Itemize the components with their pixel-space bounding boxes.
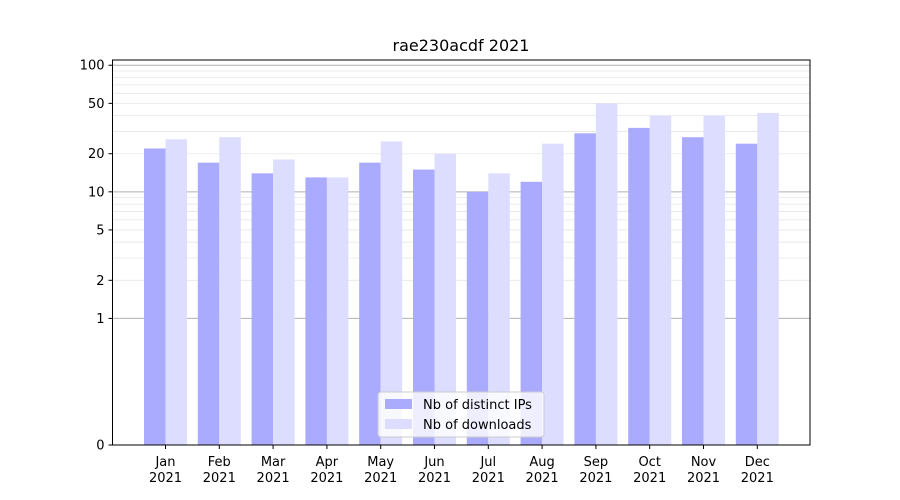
- bar-distinct-ips: [359, 162, 381, 445]
- bar-downloads: [219, 137, 241, 446]
- x-tick-label: Nov 2021: [687, 455, 720, 486]
- chart-title: rae230acdf 2021: [393, 36, 530, 55]
- x-tick-label: Jan 2021: [149, 455, 182, 486]
- bar-downloads: [757, 112, 779, 446]
- bar-distinct-ips: [466, 191, 489, 445]
- legend-swatch: [385, 399, 412, 409]
- y-axis: 0 1 2 5 10 20 50 100: [80, 59, 113, 454]
- bar-distinct-ips: [682, 137, 704, 446]
- x-tick-label: Aug 2021: [526, 455, 559, 486]
- x-tick-label: Mar 2021: [257, 455, 290, 486]
- bar-distinct-ips: [413, 169, 435, 445]
- y-tick-label: 0: [96, 439, 104, 454]
- x-tick-label: May 2021: [364, 455, 397, 486]
- bar-distinct-ips: [574, 133, 596, 445]
- x-tick-label: Dec 2021: [741, 455, 774, 486]
- bar-distinct-ips: [144, 148, 166, 445]
- x-tick-label: Jul 2021: [472, 455, 505, 486]
- x-tick-label: Feb 2021: [203, 455, 236, 486]
- bar-downloads: [434, 153, 456, 446]
- bar-distinct-ips: [251, 173, 274, 445]
- x-tick-label: Jun 2021: [418, 455, 451, 486]
- y-tick-label: 100: [80, 59, 105, 74]
- y-tick-label: 10: [88, 185, 105, 200]
- legend-label: Nb of downloads: [423, 418, 532, 433]
- x-axis: Jan 2021 Feb 2021 Mar 2021 Apr 2021 May 2021 Jun 20…: [149, 445, 774, 486]
- bar-downloads: [488, 173, 510, 445]
- bar-downloads: [595, 103, 618, 445]
- bar-downloads: [703, 115, 725, 445]
- bar-distinct-ips: [735, 143, 758, 445]
- x-tick-label: Sep 2021: [579, 455, 612, 486]
- bar-downloads: [542, 143, 564, 445]
- y-tick-label: 5: [96, 223, 104, 238]
- y-tick-label: 2: [96, 274, 104, 289]
- legend-label: Nb of distinct IPs: [423, 398, 532, 413]
- bar-distinct-ips: [305, 177, 327, 446]
- bar-downloads: [165, 139, 187, 445]
- y-tick-label: 50: [88, 97, 105, 112]
- bar-downloads: [649, 115, 672, 445]
- bar-downloads: [326, 177, 349, 446]
- x-tick-label: Apr 2021: [310, 455, 343, 486]
- legend-swatch: [385, 419, 412, 429]
- plot-frame: [112, 59, 811, 446]
- x-tick-label: Oct 2021: [633, 455, 666, 486]
- bar-distinct-ips: [197, 162, 220, 445]
- legend: Nb of distinct IPs Nb of downloads: [377, 391, 545, 438]
- bar-distinct-ips: [520, 181, 543, 445]
- bar-downloads: [380, 141, 403, 445]
- legend-box: [377, 391, 545, 438]
- y-tick-label: 20: [88, 147, 105, 162]
- bar-downloads: [273, 159, 295, 445]
- y-tick-label: 1: [96, 312, 104, 327]
- bar-distinct-ips: [628, 127, 650, 445]
- bars: [144, 103, 779, 446]
